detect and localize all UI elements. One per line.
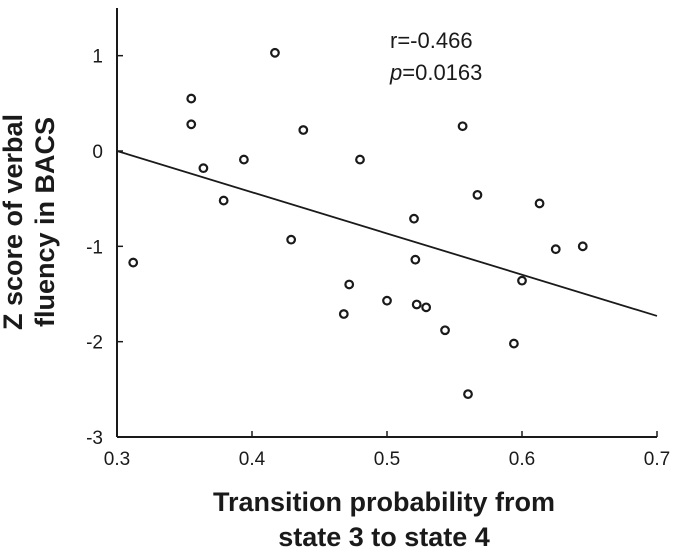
y-tick-label: -2 (86, 333, 103, 354)
data-point (440, 325, 450, 336)
regression-line-group (116, 150, 658, 317)
data-points (128, 47, 588, 400)
y-axis-title-line-2: fluency in BACS (30, 117, 60, 327)
data-point (238, 154, 249, 165)
p-value: =0.0163 (402, 60, 482, 85)
data-point (198, 163, 209, 174)
x-tick-label: 0.6 (509, 449, 535, 470)
data-point (509, 338, 519, 349)
data-point (128, 257, 139, 268)
x-tick-label: 0.7 (644, 449, 670, 470)
data-point (410, 254, 421, 265)
data-point (534, 198, 545, 209)
y-axis-title-line-1: Z score of verbal (0, 114, 28, 330)
data-point (472, 189, 483, 200)
data-point (517, 275, 527, 286)
data-point (382, 295, 392, 306)
tick-labels: 0.3 0.4 0.5 0.6 0.7 -3 -2 -1 0 1 (86, 47, 670, 470)
data-point (457, 121, 468, 132)
data-point (286, 234, 297, 245)
x-tick-label: 0.4 (239, 449, 266, 470)
y-tick-label: -3 (86, 428, 103, 449)
r-value-label: r=-0.466 (390, 28, 473, 53)
data-point (577, 241, 588, 252)
y-tick-label: -1 (86, 237, 103, 258)
data-point (355, 154, 365, 165)
axes (116, 8, 658, 438)
y-axis-title: Z score of verbal fluency in BACS (0, 114, 60, 330)
y-tick-label: 1 (92, 47, 103, 68)
data-point (270, 47, 280, 58)
data-point (298, 125, 309, 135)
data-point (463, 389, 473, 400)
x-axis-title-line-2: state 3 to state 4 (278, 522, 490, 552)
data-point (218, 195, 229, 206)
correlation-annotation: r=-0.466 p=0.0163 (389, 28, 482, 85)
x-axis-title: Transition probability from state 3 to s… (213, 487, 555, 552)
data-point (421, 302, 432, 313)
data-point (186, 119, 197, 130)
data-point (344, 279, 355, 290)
x-tick-label: 0.3 (104, 449, 130, 470)
y-tick-label: 0 (92, 142, 103, 163)
regression-line (116, 150, 658, 317)
data-point (409, 213, 419, 224)
data-point (550, 244, 561, 255)
x-tick-label: 0.5 (374, 449, 400, 470)
data-point (338, 309, 349, 319)
x-axis-title-line-1: Transition probability from (213, 487, 555, 517)
data-point (411, 299, 422, 310)
p-symbol: p (389, 60, 402, 85)
data-point (186, 93, 197, 104)
p-value-label: p=0.0163 (389, 60, 482, 85)
